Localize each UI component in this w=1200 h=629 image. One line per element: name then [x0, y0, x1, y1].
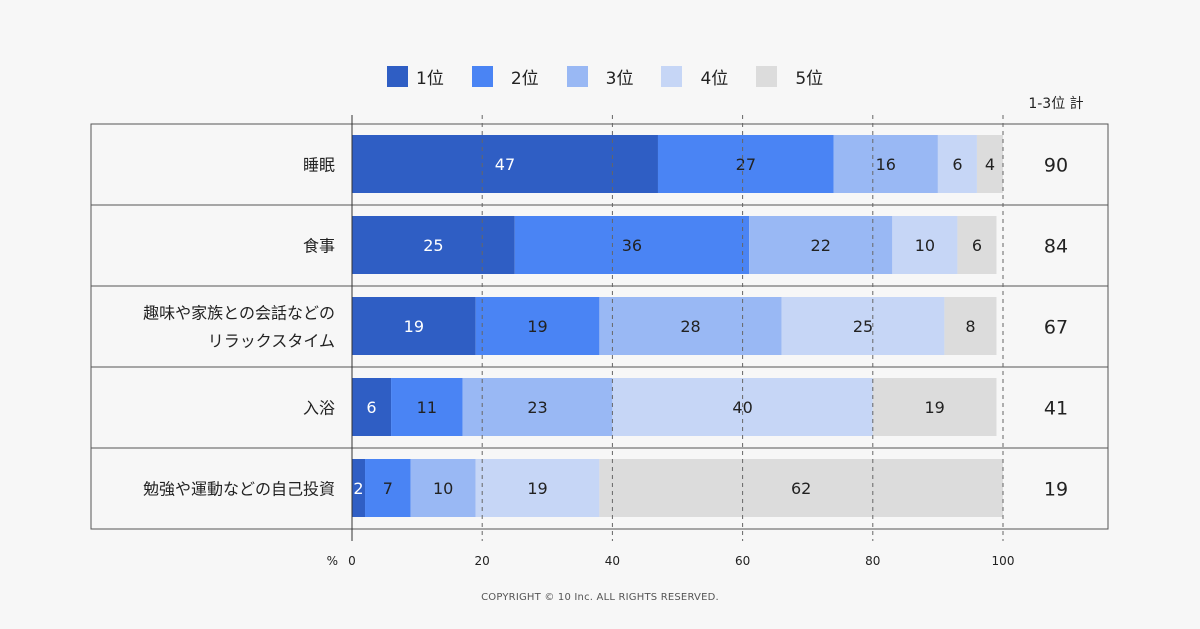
bar-segment — [781, 297, 945, 355]
legend-item: 4位 — [661, 64, 728, 89]
bar-segment — [462, 378, 613, 436]
bar-value-label: 36 — [622, 236, 642, 255]
x-tick-label: 80 — [865, 554, 880, 568]
bar-segment — [514, 216, 750, 274]
total-value: 90 — [1044, 155, 1068, 177]
total-value: 84 — [1044, 236, 1068, 258]
bar-value-label: 2 — [353, 479, 363, 498]
bar-segment — [475, 459, 600, 517]
legend: 1位 2位 3位 4位 5位 — [387, 64, 851, 89]
category-label: 入浴 — [303, 399, 335, 418]
bar-segment — [944, 297, 997, 355]
bar-value-label: 19 — [527, 479, 547, 498]
x-tick-label: 100 — [992, 554, 1015, 568]
category-label: 勉強や運動などの自己投資 — [143, 480, 335, 499]
legend-swatch — [756, 66, 778, 87]
bar-value-label: 25 — [853, 317, 873, 336]
bar-value-label: 28 — [680, 317, 700, 336]
bar-value-label: 19 — [404, 317, 424, 336]
bar-segment — [749, 216, 893, 274]
bar-value-label: 7 — [383, 479, 393, 498]
legend-item: 2位 — [471, 64, 539, 89]
bar-segment — [892, 216, 958, 274]
legend-item: 1位 — [387, 64, 444, 89]
bar-value-label: 40 — [732, 398, 752, 417]
bar-segment — [475, 297, 600, 355]
category-label: 趣味や家族との会話などの — [143, 304, 335, 323]
legend-label: 3位 — [605, 69, 634, 89]
bar-segment — [365, 459, 411, 517]
bar-value-label: 27 — [736, 155, 756, 174]
bar-segment — [937, 135, 977, 193]
total-value: 67 — [1044, 317, 1068, 339]
bar-value-label: 6 — [972, 236, 982, 255]
bar-value-label: 19 — [527, 317, 547, 336]
category-label: 食事 — [303, 237, 335, 256]
bar-segment — [599, 297, 782, 355]
legend-item: 3位 — [566, 64, 634, 89]
bar-segment — [352, 459, 366, 517]
bar-segment — [976, 135, 1003, 193]
legend-label: 2位 — [510, 69, 539, 89]
bar-value-label: 22 — [811, 236, 831, 255]
bar-segment — [599, 459, 1003, 517]
bar-value-label: 19 — [924, 398, 944, 417]
x-tick-label: 0 — [348, 554, 356, 568]
bar-value-label: 47 — [495, 155, 515, 174]
legend-swatch — [566, 66, 588, 87]
bar-value-label: 6 — [366, 398, 376, 417]
bar-segment — [833, 135, 938, 193]
bar-value-label: 62 — [791, 479, 811, 498]
total-value: 41 — [1044, 398, 1068, 420]
totals-header: 1-3位 計 — [1028, 96, 1083, 112]
bar-value-label: 25 — [423, 236, 443, 255]
x-tick-label: 20 — [475, 554, 490, 568]
legend-swatch — [661, 66, 683, 87]
bar-value-label: 23 — [527, 398, 547, 417]
legend-label: 5位 — [795, 69, 824, 89]
bar-segment — [957, 216, 997, 274]
bar-segment — [352, 135, 658, 193]
bar-segment — [352, 297, 476, 355]
bar-segment — [872, 378, 997, 436]
category-label: 睡眠 — [303, 156, 335, 175]
bar-value-label: 11 — [417, 398, 437, 417]
bar-segment — [352, 216, 515, 274]
bar-segment — [352, 378, 392, 436]
bar-value-label: 4 — [985, 155, 995, 174]
plot-frame — [90, 123, 1109, 530]
copyright: COPYRIGHT © 10 Inc. ALL RIGHTS RESERVED. — [481, 592, 719, 603]
category-label: リラックスタイム — [208, 332, 335, 351]
x-tick-label: 60 — [735, 554, 750, 568]
bar-segment — [410, 459, 476, 517]
bar-segment — [657, 135, 834, 193]
legend-label: 4位 — [700, 69, 729, 89]
legend-label: 1位 — [416, 69, 444, 89]
bar-value-label: 16 — [876, 155, 896, 174]
x-tick-label: 40 — [605, 554, 620, 568]
bar-segment — [391, 378, 463, 436]
bar-value-label: 10 — [433, 479, 453, 498]
total-value: 19 — [1044, 479, 1068, 501]
bar-value-label: 10 — [915, 236, 935, 255]
bar-value-label: 8 — [965, 317, 975, 336]
legend-item: 5位 — [756, 64, 823, 89]
x-axis-label: % — [327, 554, 338, 568]
legend-swatch — [387, 66, 408, 87]
bar-value-label: 6 — [952, 155, 962, 174]
legend-swatch — [471, 66, 493, 87]
